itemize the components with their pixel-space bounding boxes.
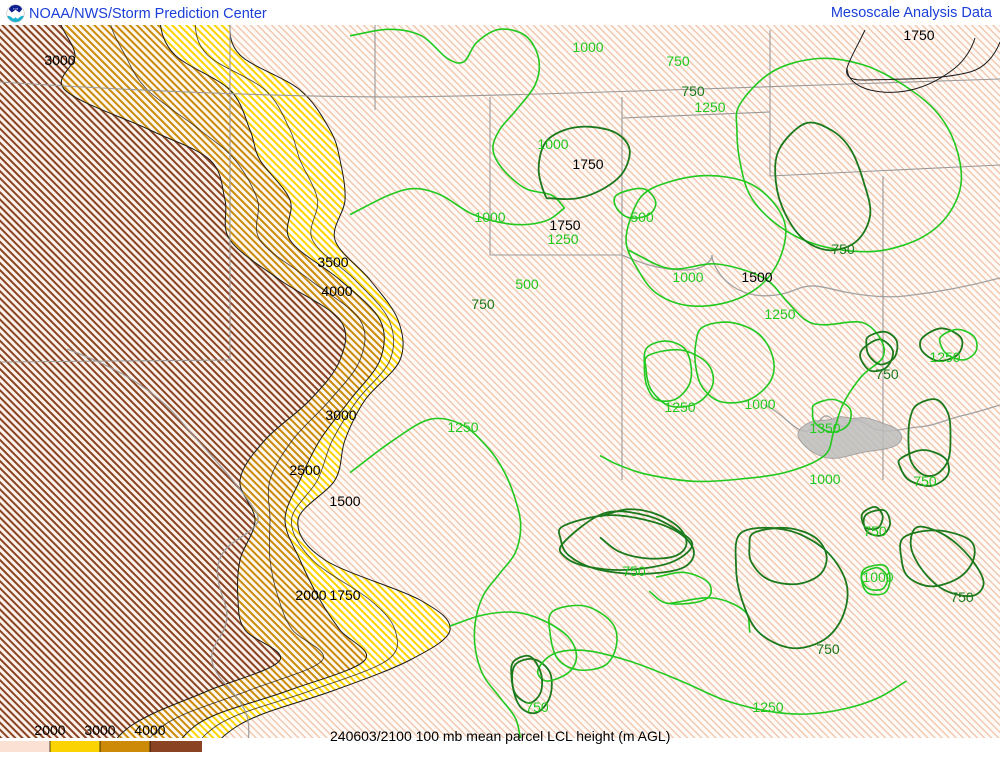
svg-text:1750: 1750 (903, 27, 934, 43)
svg-text:1250: 1250 (694, 99, 725, 115)
svg-text:1250: 1250 (929, 349, 960, 365)
svg-text:1250: 1250 (447, 419, 478, 435)
svg-text:1500: 1500 (741, 269, 772, 285)
svg-text:1000: 1000 (474, 209, 505, 225)
svg-text:750: 750 (863, 523, 887, 539)
svg-text:1000: 1000 (862, 569, 893, 585)
svg-text:1350: 1350 (809, 420, 840, 436)
svg-text:1000: 1000 (672, 269, 703, 285)
svg-text:2500: 2500 (289, 462, 320, 478)
svg-text:1000: 1000 (809, 471, 840, 487)
svg-text:750: 750 (471, 296, 495, 312)
svg-text:750: 750 (831, 241, 855, 257)
svg-text:750: 750 (525, 699, 549, 715)
svg-text:750: 750 (681, 83, 705, 99)
svg-text:1750: 1750 (572, 156, 603, 172)
svg-text:3000: 3000 (325, 407, 356, 423)
svg-text:1750: 1750 (329, 587, 360, 603)
svg-text:1500: 1500 (329, 493, 360, 509)
svg-text:750: 750 (913, 473, 937, 489)
svg-text:500: 500 (515, 276, 539, 292)
svg-text:1250: 1250 (547, 231, 578, 247)
svg-text:1250: 1250 (752, 699, 783, 715)
svg-text:750: 750 (666, 53, 690, 69)
svg-text:750: 750 (875, 366, 899, 382)
svg-text:2000: 2000 (295, 587, 326, 603)
svg-text:750: 750 (816, 641, 840, 657)
svg-text:1000: 1000 (744, 396, 775, 412)
svg-text:1250: 1250 (664, 399, 695, 415)
svg-text:500: 500 (630, 209, 654, 225)
svg-text:1000: 1000 (572, 39, 603, 55)
svg-text:1000: 1000 (537, 136, 568, 152)
svg-text:3500: 3500 (317, 254, 348, 270)
svg-text:750: 750 (950, 589, 974, 605)
svg-text:3000: 3000 (44, 52, 75, 68)
svg-text:1250: 1250 (764, 306, 795, 322)
svg-text:4000: 4000 (321, 283, 352, 299)
svg-text:750: 750 (622, 563, 646, 579)
